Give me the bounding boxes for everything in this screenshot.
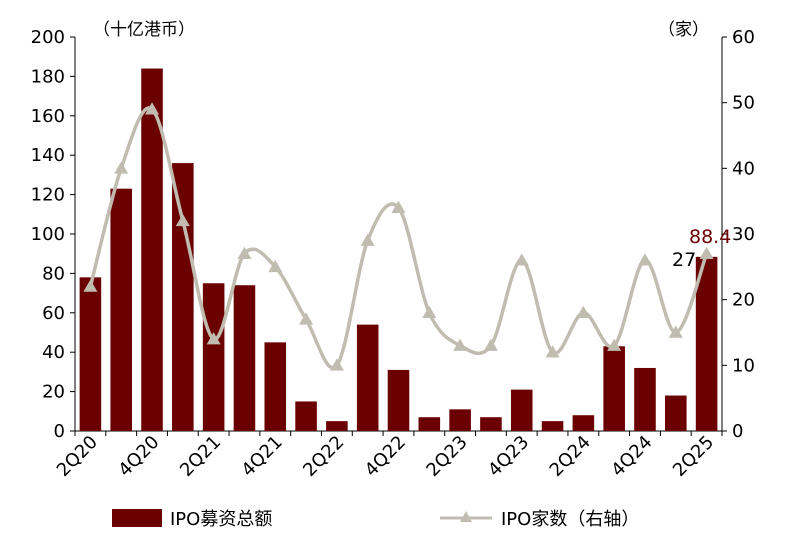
legend-bar-label: IPO募资总额: [170, 509, 272, 530]
right-tick-label: 20: [732, 290, 755, 311]
left-axis-ticks: 0 20 40 60 80 100 120 140 160 180 200: [31, 27, 75, 442]
right-tick-label: 50: [732, 93, 755, 114]
left-tick-label: 120: [31, 185, 65, 206]
x-tick-label: 4Q23: [484, 432, 533, 481]
bar-3Q21: [233, 285, 256, 431]
x-tick-label: 4Q24: [607, 432, 656, 481]
line-point-1Q24: [545, 345, 560, 358]
right-axis-ticks: 0 10 20 30 40 50 60: [722, 27, 755, 442]
left-tick-label: 100: [31, 224, 65, 245]
x-tick-label: 2Q25: [669, 432, 718, 481]
right-tick-label: 60: [732, 27, 755, 48]
bar-2Q20: [79, 277, 102, 431]
bar-2Q21: [202, 283, 225, 431]
x-tick-label: 4Q20: [114, 432, 163, 481]
right-tick-label: 0: [732, 421, 743, 442]
left-tick-label: 0: [54, 421, 65, 442]
right-tick-label: 10: [732, 355, 755, 376]
line-point-1Q22: [299, 312, 314, 325]
bar-series: [79, 68, 718, 432]
left-tick-label: 80: [42, 263, 65, 284]
line-point-1Q25: [668, 325, 683, 338]
bar-1Q24: [541, 421, 564, 431]
bar-2Q23: [449, 409, 471, 431]
legend-line-label: IPO家数（右轴）: [501, 509, 639, 530]
bar-3Q23: [480, 417, 502, 431]
bar-4Q24: [634, 367, 656, 431]
line-point-1Q23: [422, 305, 437, 319]
annotation-last-bar-value: 88.4: [689, 226, 731, 248]
x-tick-label: 2Q23: [422, 432, 471, 481]
legend-line-marker: [460, 511, 472, 522]
bar-1Q23: [418, 417, 441, 431]
bar-2Q24: [572, 415, 595, 431]
left-tick-label: 200: [31, 27, 65, 48]
line-point-4Q20: [145, 102, 160, 115]
x-tick-label: 2Q22: [299, 432, 348, 481]
line-point-4Q21: [268, 259, 283, 273]
left-tick-label: 180: [31, 66, 65, 87]
right-tick-label: 30: [732, 224, 755, 245]
line-point-2Q23: [453, 338, 468, 351]
line-point-3Q24: [607, 338, 622, 351]
left-tick-label: 20: [42, 382, 65, 403]
left-axis-unit-label: （十亿港币）: [93, 20, 195, 40]
bar-1Q22: [295, 401, 317, 431]
x-tick-label: 2Q24: [546, 432, 595, 481]
left-tick-label: 60: [42, 303, 65, 324]
bar-4Q22: [387, 369, 410, 431]
legend: IPO募资总额 IPO家数（右轴）: [112, 509, 639, 530]
bar-3Q20: [110, 188, 132, 431]
line-point-4Q22: [391, 200, 406, 213]
line-point-1Q21: [175, 213, 190, 227]
right-tick-label: 40: [732, 158, 755, 179]
line-point-3Q21: [237, 246, 252, 259]
line-point-4Q24: [637, 253, 652, 266]
legend-bar-swatch: [112, 509, 162, 527]
left-tick-label: 40: [42, 342, 65, 363]
line-point-3Q20: [114, 161, 129, 174]
x-tick-label: 2Q21: [176, 432, 225, 481]
bar-4Q20: [141, 68, 163, 432]
x-tick-label: 4Q22: [361, 432, 410, 481]
line-point-3Q23: [483, 338, 498, 351]
line-point-4Q23: [514, 253, 529, 266]
left-tick-label: 160: [31, 106, 65, 127]
bar-4Q23: [510, 389, 533, 431]
bar-2Q22: [326, 421, 348, 431]
bar-3Q22: [356, 324, 379, 431]
bar-1Q25: [665, 395, 687, 431]
left-tick-label: 140: [31, 145, 65, 166]
line-point-2Q22: [329, 358, 344, 371]
line-point-2Q20: [83, 279, 98, 292]
line-series: [83, 102, 714, 371]
bar-3Q24: [603, 346, 625, 431]
x-axis-ticks: 2Q20 4Q20 2Q21 4Q21 2Q22 4Q22 2Q23 4Q23 2Q24 4Q24…: [53, 431, 723, 481]
line-point-2Q25: [699, 246, 714, 259]
annotation-last-line-value: 27: [672, 249, 696, 271]
bar-1Q21: [172, 163, 194, 431]
bar-2Q25: [695, 256, 718, 431]
line-point-2Q21: [206, 332, 221, 345]
x-tick-label: 4Q21: [238, 432, 287, 481]
line-point-2Q24: [576, 305, 591, 319]
right-axis-unit-label: （家）: [658, 20, 709, 40]
bar-4Q21: [264, 342, 287, 431]
line-point-3Q22: [360, 233, 375, 246]
